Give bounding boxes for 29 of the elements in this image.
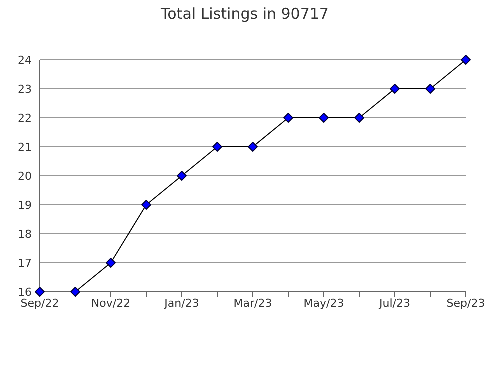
point bbox=[354, 113, 364, 123]
point bbox=[70, 287, 80, 297]
x-tick-label: Mar/23 bbox=[234, 296, 272, 310]
point bbox=[390, 84, 400, 94]
x-tick-label: Jan/23 bbox=[164, 296, 200, 310]
x-tick-label: Sep/23 bbox=[446, 296, 486, 310]
point bbox=[461, 55, 471, 65]
y-tick-label: 20 bbox=[18, 170, 32, 183]
chart-title: Total Listings in 90717 bbox=[160, 5, 330, 23]
y-tick-label: 23 bbox=[18, 82, 32, 96]
point bbox=[177, 171, 187, 181]
y-tick-label: 19 bbox=[18, 198, 32, 212]
point bbox=[212, 142, 222, 152]
y-tick-label: 22 bbox=[18, 112, 32, 125]
point bbox=[319, 113, 329, 123]
y-tick-label: 21 bbox=[18, 140, 32, 154]
x-tick-label: Sep/22 bbox=[20, 296, 60, 310]
x-tick-label: Nov/22 bbox=[91, 296, 131, 310]
x-tick-label: Jul/23 bbox=[378, 296, 410, 310]
y-tick-label: 18 bbox=[18, 228, 32, 241]
x-tick-label: May/23 bbox=[304, 296, 344, 310]
point bbox=[142, 200, 152, 210]
point bbox=[248, 142, 258, 152]
point bbox=[426, 84, 436, 94]
y-tick-label: 16 bbox=[18, 286, 32, 299]
point bbox=[106, 258, 116, 268]
y-tick-label: 24 bbox=[18, 54, 32, 67]
y-tick-label: 17 bbox=[18, 256, 32, 270]
point bbox=[284, 113, 294, 123]
